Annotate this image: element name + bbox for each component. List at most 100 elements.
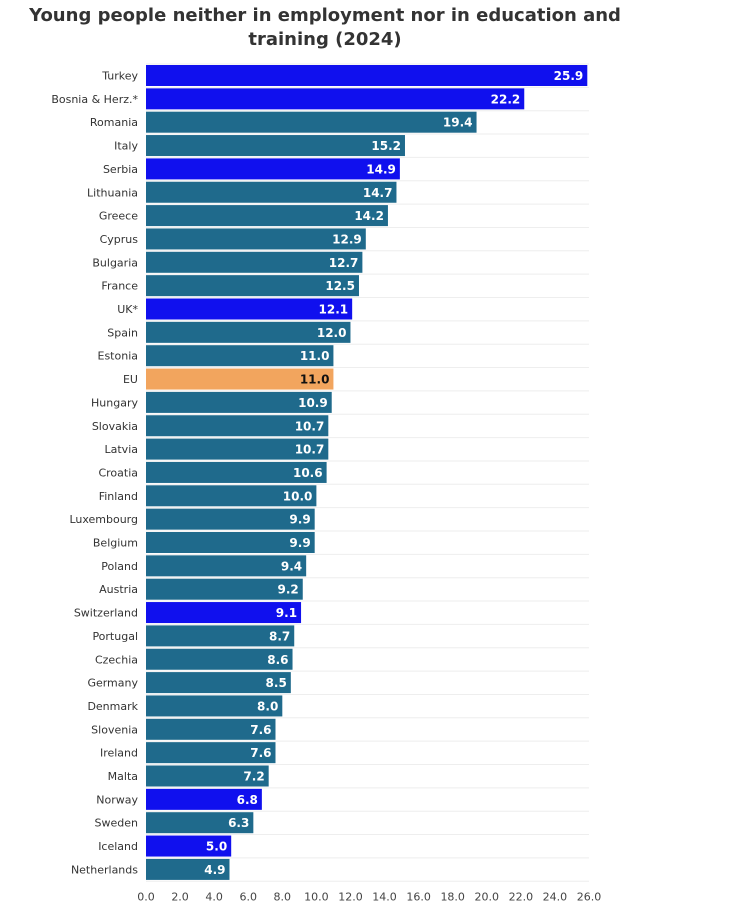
- value-label: 12.9: [332, 232, 362, 246]
- bar-latvia: [146, 438, 329, 460]
- category-label: Ireland: [100, 747, 138, 760]
- bar-switzerland: [146, 602, 302, 624]
- value-label: 8.0: [257, 699, 278, 713]
- category-label: Luxembourg: [69, 513, 138, 526]
- x-tick-label: 24.0: [543, 890, 568, 903]
- x-tick-label: 8.0: [274, 890, 292, 903]
- bar-estonia: [146, 345, 334, 367]
- category-label: Greece: [99, 210, 138, 223]
- value-label: 12.0: [317, 326, 347, 340]
- bar-luxembourg: [146, 508, 315, 530]
- category-label: Bosnia & Herz.*: [51, 93, 138, 106]
- bar-france: [146, 275, 359, 297]
- x-tick-label: 20.0: [475, 890, 500, 903]
- value-label: 22.2: [491, 92, 521, 106]
- bar-italy: [146, 135, 405, 157]
- bar-malta: [146, 765, 269, 787]
- value-label: 9.9: [289, 536, 310, 550]
- x-axis-ticks: 0.0 2.0 4.0 6.0 8.0 10.0 12.0 14.0 16.0 18.0 20.0 2…: [137, 890, 601, 903]
- category-label: Malta: [108, 770, 138, 783]
- category-label: UK*: [117, 303, 138, 316]
- category-label: Slovenia: [91, 723, 138, 736]
- bar-turkey: [146, 65, 588, 86]
- value-label: 7.6: [250, 746, 271, 760]
- category-label: Turkey: [101, 70, 138, 83]
- category-label: Hungary: [91, 396, 138, 409]
- bar-belgium: [146, 532, 315, 553]
- category-label: Bulgaria: [92, 256, 138, 269]
- value-label: 9.9: [289, 513, 310, 527]
- category-label: Cyprus: [100, 233, 139, 246]
- x-tick-label: 4.0: [205, 890, 223, 903]
- value-label: 12.1: [319, 303, 349, 317]
- value-label: 10.7: [295, 443, 325, 457]
- category-label: Czechia: [95, 653, 138, 666]
- bar-serbia: [146, 158, 400, 180]
- category-label: Italy: [114, 140, 138, 153]
- bar-uk: [146, 298, 353, 320]
- chart-title: Young people neither in employment nor i…: [29, 5, 621, 50]
- bar-romania: [146, 111, 477, 133]
- bar-ireland: [146, 742, 276, 764]
- bars: [146, 65, 588, 880]
- bar-spain: [146, 321, 351, 343]
- category-label: Switzerland: [74, 607, 138, 620]
- category-label: Slovakia: [92, 420, 138, 433]
- value-label: 8.6: [267, 653, 288, 667]
- bar-finland: [146, 485, 317, 507]
- x-tick-label: 22.0: [509, 890, 534, 903]
- category-label: Estonia: [98, 350, 139, 363]
- category-label: Poland: [101, 560, 138, 573]
- bar-netherlands: [146, 858, 230, 880]
- category-label: Sweden: [95, 817, 138, 830]
- category-label: Denmark: [87, 700, 138, 713]
- value-label: 10.6: [293, 466, 323, 480]
- x-tick-label: 12.0: [338, 890, 363, 903]
- bar-bosnia-herz: [146, 88, 525, 110]
- bar-hungary: [146, 391, 332, 413]
- value-label: 11.0: [300, 373, 330, 387]
- value-label: 25.9: [554, 69, 584, 83]
- gridlines: [146, 63, 589, 882]
- x-tick-label: 10.0: [304, 890, 329, 903]
- category-label: Netherlands: [71, 863, 138, 876]
- value-label: 12.7: [329, 256, 359, 270]
- category-label: Lithuania: [87, 186, 138, 199]
- category-label: Iceland: [98, 840, 138, 853]
- bar-croatia: [146, 461, 327, 483]
- bar-iceland: [146, 835, 232, 857]
- bar-slovenia: [146, 718, 276, 740]
- category-label: Spain: [107, 326, 138, 339]
- value-label: 10.9: [298, 396, 328, 410]
- bar-denmark: [146, 695, 283, 717]
- category-label: Finland: [99, 490, 138, 503]
- x-tick-label: 6.0: [239, 890, 257, 903]
- category-label: Serbia: [103, 163, 138, 176]
- value-label: 14.9: [366, 162, 396, 176]
- value-label: 11.0: [300, 349, 330, 363]
- x-tick-label: 14.0: [372, 890, 397, 903]
- value-label: 9.1: [276, 606, 297, 620]
- category-labels: Turkey Bosnia & Herz.* Romania Italy Serbia L…: [51, 70, 138, 877]
- bar-sweden: [146, 812, 254, 834]
- category-label: Portugal: [92, 630, 138, 643]
- bar-lithuania: [146, 181, 397, 203]
- value-label: 6.8: [237, 793, 258, 807]
- category-label: France: [101, 280, 138, 293]
- value-label: 8.5: [266, 676, 287, 690]
- bar-bulgaria: [146, 251, 363, 273]
- value-label: 8.7: [269, 629, 290, 643]
- x-tick-label: 16.0: [406, 890, 431, 903]
- bar-germany: [146, 672, 291, 694]
- value-label: 7.2: [243, 770, 264, 784]
- value-labels: 25.9 22.2 19.4 15.2 14.9 14.7 14.2 12.9 12.7 12.5…: [204, 69, 583, 877]
- value-label: 14.7: [363, 186, 393, 200]
- category-label: EU: [123, 373, 138, 386]
- bar-austria: [146, 578, 303, 600]
- bar-norway: [146, 788, 262, 810]
- value-label: 15.2: [371, 139, 401, 153]
- bar-greece: [146, 205, 388, 227]
- category-label: Romania: [90, 116, 138, 129]
- category-label: Austria: [99, 583, 138, 596]
